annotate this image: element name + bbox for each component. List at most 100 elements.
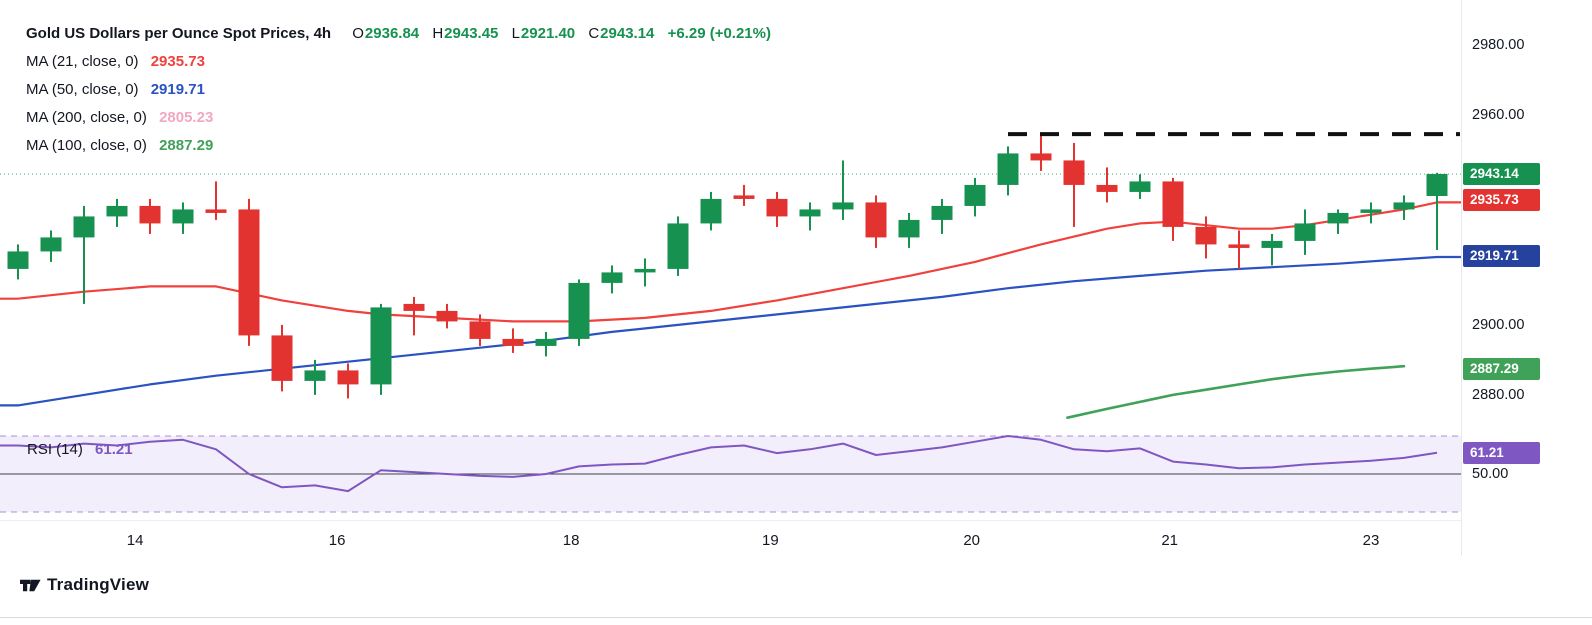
ma50-line[interactable] [0, 255, 1463, 407]
candle[interactable] [1327, 209, 1349, 234]
price-badge: 2919.71 [1463, 244, 1540, 267]
candle[interactable] [7, 244, 29, 280]
candle-body [1393, 202, 1415, 210]
ma-21-legend-row[interactable]: MA (21, close, 0) 2935.73 [26, 48, 771, 76]
candle[interactable] [337, 363, 359, 399]
candle-body [964, 184, 986, 206]
candle[interactable] [1294, 209, 1316, 255]
candle[interactable] [667, 216, 689, 276]
candle[interactable] [1063, 142, 1085, 227]
candle[interactable] [139, 198, 161, 234]
candle-body [403, 303, 425, 311]
candle[interactable] [370, 303, 392, 395]
candle-body [271, 335, 293, 381]
high-value: 2943.45 [444, 25, 499, 42]
candle[interactable] [964, 177, 986, 217]
candle[interactable] [502, 328, 524, 353]
ma100-line[interactable] [1066, 364, 1406, 419]
ma-200-label: MA (200, close, 0) [26, 109, 147, 126]
candle-body [799, 209, 821, 217]
candle[interactable] [865, 195, 887, 248]
candle[interactable] [700, 191, 722, 231]
candle-body [535, 338, 557, 346]
candle-body [1195, 226, 1217, 245]
candle[interactable] [1162, 177, 1184, 241]
rsi-line[interactable] [0, 435, 1438, 493]
candle[interactable] [238, 198, 260, 346]
candle[interactable] [1261, 233, 1283, 266]
price-tick-label: 2960.00 [1472, 106, 1525, 123]
candle[interactable] [304, 359, 326, 395]
price-tick-label: 2880.00 [1472, 386, 1525, 403]
brand-name: TradingView [47, 575, 150, 594]
ma-50-legend-row[interactable]: MA (50, close, 0) 2919.71 [26, 76, 771, 104]
candle[interactable] [799, 202, 821, 231]
candle[interactable] [634, 258, 656, 287]
candle[interactable] [403, 296, 425, 336]
candle[interactable] [1030, 132, 1052, 171]
candle[interactable] [535, 331, 557, 357]
candle-body [1426, 173, 1448, 196]
legend: Gold US Dollars per Ounce Spot Prices, 4… [26, 20, 771, 160]
rsi-value: 61.21 [95, 441, 133, 458]
price-scale-separator [1461, 0, 1462, 556]
candle-body [832, 202, 854, 210]
close-label: C [588, 25, 600, 42]
ma-200-legend-row[interactable]: MA (200, close, 0) 2805.23 [26, 104, 771, 132]
candle[interactable] [832, 160, 854, 220]
candle[interactable] [733, 184, 755, 206]
low-label: L [511, 25, 520, 42]
candle[interactable] [1393, 195, 1415, 220]
candle-body [1162, 181, 1184, 227]
ma-100-legend-row[interactable]: MA (100, close, 0) 2887.29 [26, 132, 771, 160]
candle-body [40, 237, 62, 252]
ma-100-value: 2887.29 [159, 137, 214, 154]
candle[interactable] [766, 191, 788, 227]
candle[interactable] [1426, 172, 1448, 251]
ma21-line[interactable] [0, 201, 1463, 323]
rsi-legend-row[interactable]: RSI (14) 61.21 [27, 441, 133, 458]
candle[interactable] [1195, 216, 1217, 259]
candle-body [370, 307, 392, 385]
time-axis-label: 18 [562, 532, 580, 549]
candle[interactable] [931, 198, 953, 234]
candle[interactable] [205, 181, 227, 220]
open-value: 2936.84 [364, 25, 420, 42]
candle[interactable] [106, 198, 128, 227]
candle[interactable] [469, 314, 491, 346]
candle[interactable] [271, 324, 293, 392]
symbol-legend-row[interactable]: Gold US Dollars per Ounce Spot Prices, 4… [26, 20, 771, 48]
candle[interactable] [1096, 167, 1118, 203]
candle-body [898, 219, 920, 238]
candle-body [7, 251, 29, 269]
candle[interactable] [172, 202, 194, 234]
candle[interactable] [601, 265, 623, 294]
candle[interactable] [436, 303, 458, 329]
rsi-badge: 61.21 [1463, 441, 1540, 464]
price-scale[interactable]: 2980.00 2960.00 2900.00 2880.00 50.00 2943.14… [1461, 0, 1592, 556]
brand-footer[interactable]: TradingView [20, 575, 149, 595]
candle[interactable] [568, 279, 590, 346]
candle-body [1228, 244, 1250, 248]
price-tick-label: 2900.00 [1472, 316, 1525, 333]
candle-body [106, 205, 128, 217]
candle-body [1327, 212, 1349, 224]
candle[interactable] [1129, 174, 1151, 199]
close-value: 2943.14 [600, 25, 655, 42]
candle[interactable] [40, 230, 62, 262]
candle-body [634, 268, 656, 273]
footer-divider [0, 617, 1592, 618]
candle[interactable] [997, 146, 1019, 196]
time-scale[interactable]: 14 16 18 19 20 21 23 [0, 521, 1461, 555]
candle-body [931, 205, 953, 220]
candle[interactable] [73, 205, 95, 304]
candle-body [139, 205, 161, 224]
candle-body [1030, 153, 1052, 161]
candle-body [667, 223, 689, 269]
ma-100-label: MA (100, close, 0) [26, 137, 147, 154]
candle[interactable] [1360, 202, 1382, 224]
ma-21-label: MA (21, close, 0) [26, 53, 139, 70]
candle[interactable] [1228, 230, 1250, 269]
candle[interactable] [898, 212, 920, 248]
